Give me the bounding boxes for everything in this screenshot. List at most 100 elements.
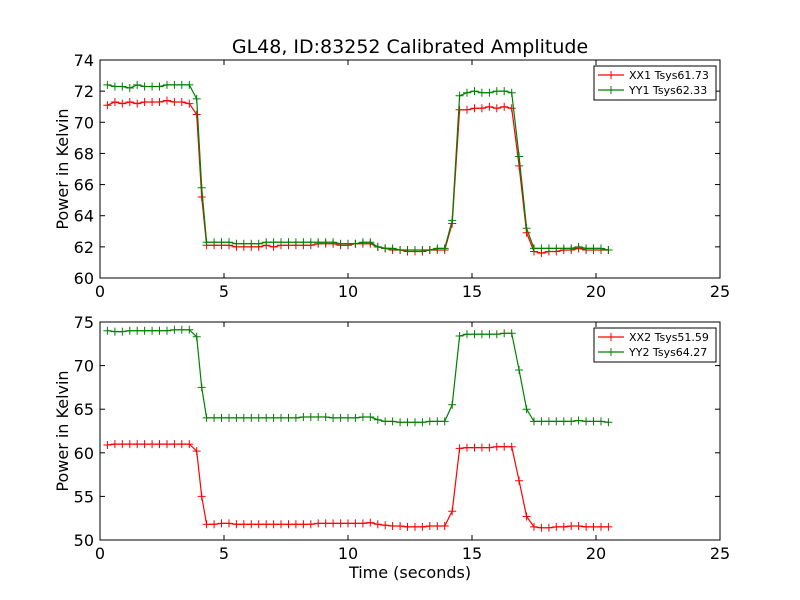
y-tick-label: 74 <box>74 51 94 70</box>
x-tick-label: 20 <box>586 544 606 563</box>
data-point <box>148 98 157 106</box>
legend: XX2 Tsys51.59 YY2 Tsys64.27 <box>593 327 717 363</box>
data-point <box>239 520 248 529</box>
data-point <box>574 522 583 530</box>
data-point <box>411 522 419 531</box>
data-point <box>492 442 501 451</box>
data-point <box>133 326 142 335</box>
data-point <box>477 330 486 339</box>
data-point <box>133 440 142 449</box>
data-point <box>163 440 171 449</box>
data-point <box>492 87 501 96</box>
data-point <box>455 332 464 340</box>
data-point <box>418 246 427 254</box>
data-point <box>299 238 308 247</box>
data-point <box>232 239 241 248</box>
data-point <box>448 216 457 225</box>
data-point <box>552 522 561 531</box>
data-point <box>544 417 553 426</box>
data-point <box>358 413 367 421</box>
data-point <box>500 102 509 111</box>
data-point <box>177 80 186 89</box>
data-point <box>269 238 278 247</box>
data-point <box>177 440 186 449</box>
legend-box <box>593 327 717 363</box>
data-point <box>306 413 315 421</box>
data-point <box>329 519 338 528</box>
data-point <box>537 523 546 532</box>
data-point <box>396 246 405 254</box>
data-point <box>373 415 382 424</box>
legend-marker <box>607 348 615 356</box>
data-point <box>485 102 494 111</box>
legend-marker <box>607 333 615 341</box>
data-point <box>522 224 531 233</box>
data-point <box>247 520 256 529</box>
data-point <box>336 413 345 422</box>
legend-marker <box>607 71 615 79</box>
data-point <box>388 522 397 530</box>
data-point <box>552 417 561 426</box>
data-point <box>463 330 471 339</box>
data-point <box>366 518 375 527</box>
data-point <box>381 417 390 426</box>
data-point <box>262 413 271 422</box>
data-point <box>574 416 583 425</box>
data-point <box>210 413 219 422</box>
data-point <box>155 440 164 449</box>
data-point <box>597 244 605 253</box>
data-point <box>522 512 531 521</box>
data-point <box>118 440 127 449</box>
x-tick-label: 5 <box>219 544 229 563</box>
data-point <box>306 520 315 529</box>
data-point <box>440 244 449 253</box>
data-point <box>192 447 201 456</box>
data-point <box>192 110 201 119</box>
data-point <box>177 98 186 106</box>
data-point <box>515 476 524 485</box>
data-point <box>110 327 119 336</box>
data-point <box>344 239 352 248</box>
data-point <box>197 183 206 192</box>
series-yy-2 <box>103 325 613 427</box>
data-point <box>254 413 263 422</box>
data-point <box>425 417 434 426</box>
data-point <box>559 417 568 426</box>
data-point <box>515 366 524 374</box>
data-point <box>470 443 479 452</box>
data-point <box>351 519 360 528</box>
data-point <box>140 440 149 449</box>
data-point <box>125 326 134 335</box>
data-point <box>559 522 568 531</box>
data-point <box>329 413 338 422</box>
data-point <box>210 238 219 247</box>
data-point <box>500 442 509 451</box>
data-point <box>155 98 164 106</box>
legend-label: YY2 Tsys64.27 <box>628 346 707 359</box>
x-axis-label: Time (seconds) <box>348 563 471 582</box>
data-point <box>336 239 345 248</box>
data-point <box>103 80 112 89</box>
data-point <box>232 413 241 422</box>
legend-entry: XX2 Tsys51.59 <box>598 331 709 344</box>
y-axis-label: Power in Kelvin <box>53 108 72 229</box>
data-point <box>110 82 119 91</box>
data-point <box>433 417 442 426</box>
data-point <box>321 238 330 247</box>
data-point <box>515 161 524 170</box>
data-point <box>314 413 323 421</box>
data-point <box>262 520 271 529</box>
data-point <box>403 418 412 427</box>
data-point <box>522 405 531 414</box>
y-tick-label: 62 <box>74 238 94 257</box>
data-point <box>321 413 330 421</box>
data-point <box>262 238 271 247</box>
data-point <box>411 246 419 254</box>
data-point <box>254 239 263 248</box>
data-point <box>118 82 127 91</box>
y-tick-label: 70 <box>74 357 94 376</box>
y-tick-label: 65 <box>74 400 94 419</box>
data-point <box>269 520 278 529</box>
legend-entry: XX1 Tsys61.73 <box>598 69 709 82</box>
data-point <box>604 418 613 427</box>
